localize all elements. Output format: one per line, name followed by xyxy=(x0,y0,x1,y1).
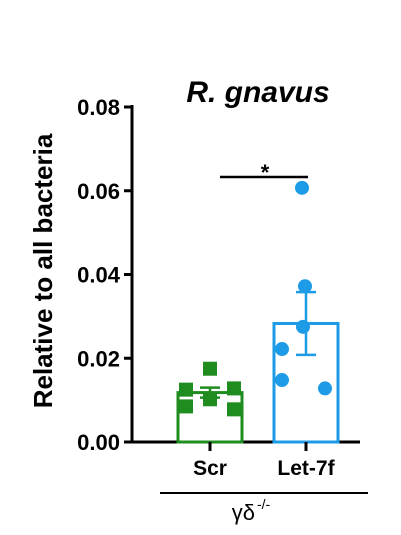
data-point xyxy=(227,402,241,417)
data-point xyxy=(275,342,289,357)
data-point xyxy=(179,382,193,397)
y-tick-label: 0.08 xyxy=(77,95,120,120)
data-point xyxy=(318,381,332,396)
x-tick-label: Let-7f xyxy=(277,457,335,480)
data-point xyxy=(296,319,310,334)
significance-marker: * xyxy=(261,160,270,185)
data-point xyxy=(203,392,217,407)
x-tick-label: Scr xyxy=(193,457,227,480)
plot-area: 0.00 0.02 0.04 0.06 0.08 Scr Let-7f xyxy=(77,95,360,480)
y-tick-label: 0.04 xyxy=(77,263,121,288)
data-point xyxy=(298,279,312,294)
data-point xyxy=(179,399,193,414)
y-axis-label: Relative to all bacteria xyxy=(28,133,58,408)
data-point xyxy=(295,180,309,195)
data-point xyxy=(275,373,289,388)
group-label: γδ xyxy=(232,500,255,525)
group-label-superscript: -/- xyxy=(257,496,271,512)
y-tick-label: 0.00 xyxy=(77,430,120,455)
y-tick-label: 0.06 xyxy=(77,179,120,204)
y-tick-label: 0.02 xyxy=(77,346,120,371)
data-point xyxy=(227,381,241,396)
data-point xyxy=(203,361,217,376)
chart-title: R. gnavus xyxy=(186,76,329,109)
